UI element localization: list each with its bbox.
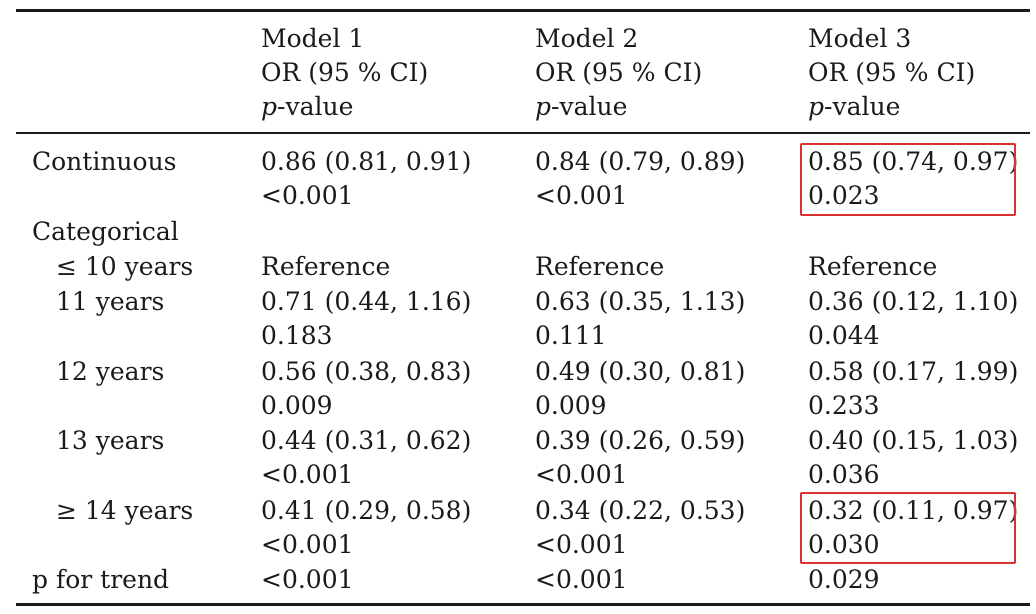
model3-stat-header: OR (95 % CI) (808, 58, 976, 87)
cell-le10-m2: Reference (535, 252, 665, 281)
row-label-13: 13 years (56, 426, 165, 455)
highlight-box-ge14 (800, 492, 1016, 564)
cell-11-m1-p: 0.183 (261, 321, 333, 350)
cell-trend-m3: 0.029 (808, 565, 880, 594)
cell-trend-m1: <0.001 (261, 565, 354, 594)
row-label-trend: p for trend (32, 565, 170, 594)
cell-13-m3-p: 0.036 (808, 460, 880, 489)
cell-trend-m2: <0.001 (535, 565, 628, 594)
cell-continuous-m3-p: 0.023 (808, 181, 880, 210)
cell-12-m2-or: 0.49 (0.30, 0.81) (535, 357, 746, 386)
p-rest: -value (824, 92, 901, 121)
row-label-12: 12 years (56, 357, 165, 386)
cell-continuous-m3-or: 0.85 (0.74, 0.97) (808, 147, 1019, 176)
cell-12-m3-p: 0.233 (808, 391, 880, 420)
cell-continuous-m2-or: 0.84 (0.79, 0.89) (535, 147, 746, 176)
cell-13-m1-p: <0.001 (261, 460, 354, 489)
cell-11-m2-or: 0.63 (0.35, 1.13) (535, 287, 746, 316)
cell-ge14-m2-or: 0.34 (0.22, 0.53) (535, 496, 746, 525)
cell-ge14-m2-p: <0.001 (535, 530, 628, 559)
cell-ge14-m1-or: 0.41 (0.29, 0.58) (261, 496, 472, 525)
row-label-continuous: Continuous (32, 147, 177, 176)
highlight-box-continuous (800, 143, 1016, 216)
cell-ge14-m3-or: 0.32 (0.11, 0.97) (808, 496, 1019, 525)
cell-le10-m1: Reference (261, 252, 391, 281)
cell-13-m2-p: <0.001 (535, 460, 628, 489)
cell-12-m1-or: 0.56 (0.38, 0.83) (261, 357, 472, 386)
model3-p-header: p-value (808, 90, 900, 124)
p-italic: p (261, 92, 278, 121)
p-rest: -value (277, 92, 354, 121)
cell-continuous-m1-or: 0.86 (0.81, 0.91) (261, 147, 472, 176)
cell-le10-m3: Reference (808, 252, 938, 281)
cell-11-m2-p: 0.111 (535, 321, 607, 350)
cell-continuous-m1-p: <0.001 (261, 181, 354, 210)
cell-ge14-m1-p: <0.001 (261, 530, 354, 559)
p-rest: -value (551, 92, 628, 121)
cell-11-m3-or: 0.36 (0.12, 1.10) (808, 287, 1019, 316)
cell-12-m1-p: 0.009 (261, 391, 333, 420)
p-italic: p (535, 92, 552, 121)
cell-11-m1-or: 0.71 (0.44, 1.16) (261, 287, 472, 316)
row-label-categorical: Categorical (32, 217, 179, 246)
model1-stat-header: OR (95 % CI) (261, 58, 429, 87)
bottom-rule (16, 603, 1030, 606)
top-rule (16, 9, 1030, 12)
model3-header: Model 3 (808, 24, 912, 53)
cell-ge14-m3-p: 0.030 (808, 530, 880, 559)
cell-13-m1-or: 0.44 (0.31, 0.62) (261, 426, 472, 455)
model2-header: Model 2 (535, 24, 639, 53)
model1-p-header: p-value (261, 90, 353, 124)
cell-12-m2-p: 0.009 (535, 391, 607, 420)
row-label-le10: ≤ 10 years (56, 252, 194, 281)
cell-continuous-m2-p: <0.001 (535, 181, 628, 210)
cell-11-m3-p: 0.044 (808, 321, 880, 350)
cell-13-m2-or: 0.39 (0.26, 0.59) (535, 426, 746, 455)
model1-header: Model 1 (261, 24, 365, 53)
cell-13-m3-or: 0.40 (0.15, 1.03) (808, 426, 1019, 455)
row-label-11: 11 years (56, 287, 165, 316)
model2-stat-header: OR (95 % CI) (535, 58, 703, 87)
p-italic: p (808, 92, 825, 121)
header-rule (16, 132, 1030, 134)
cell-12-m3-or: 0.58 (0.17, 1.99) (808, 357, 1019, 386)
model2-p-header: p-value (535, 90, 627, 124)
row-label-ge14: ≥ 14 years (56, 496, 194, 525)
